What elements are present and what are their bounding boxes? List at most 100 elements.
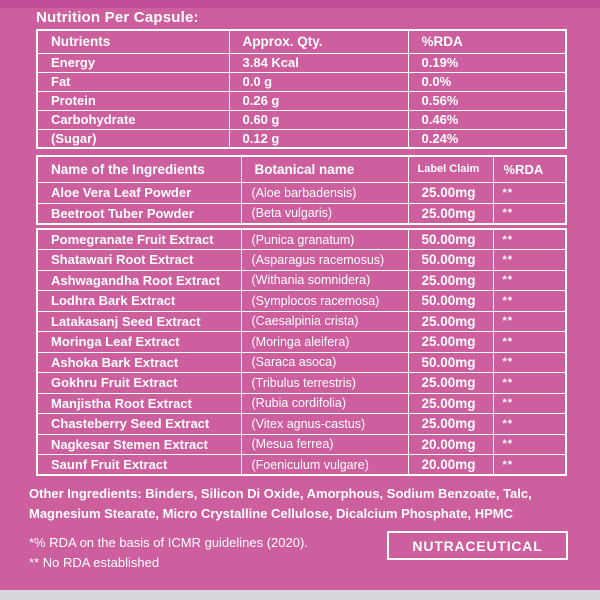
table-row: Protein 0.26 g 0.56% bbox=[36, 90, 567, 111]
table-cell: ** bbox=[492, 392, 567, 414]
section-title: Nutrition Per Capsule: bbox=[36, 9, 199, 26]
column-header: Approx. Qty. bbox=[228, 29, 409, 54]
table-cell: (Aloe barbadensis) bbox=[240, 181, 409, 204]
table-cell: Lodhra Bark Extract bbox=[36, 290, 242, 312]
table-cell: Moringa Leaf Extract bbox=[36, 331, 242, 353]
table-cell: 0.24% bbox=[407, 128, 567, 149]
table-cell: ** bbox=[492, 413, 567, 435]
table-row: Saunf Fruit Extract (Foeniculum vulgare) 2… bbox=[36, 454, 567, 476]
table-cell: Ashwagandha Root Extract bbox=[36, 269, 242, 291]
table-cell: Manjistha Root Extract bbox=[36, 392, 242, 414]
table-cell: Fat bbox=[36, 71, 230, 92]
table-cell: 0.46% bbox=[407, 109, 567, 130]
table-cell: ** bbox=[492, 269, 567, 291]
ingredients-table: Name of the Ingredients Botanical name Lab… bbox=[36, 155, 567, 225]
table-cell: 50.00mg bbox=[407, 290, 494, 312]
table-cell: Nagkesar Stemen Extract bbox=[36, 433, 242, 455]
table-cell: 25.00mg bbox=[407, 310, 494, 332]
top-edge-strip bbox=[0, 0, 600, 8]
nutraceutical-badge: NUTRACEUTICAL bbox=[387, 531, 568, 560]
table-cell: Saunf Fruit Extract bbox=[36, 454, 242, 476]
table-cell: 0.12 g bbox=[228, 128, 409, 149]
table-row: Latakasanj Seed Extract (Caesalpinia cris… bbox=[36, 310, 567, 332]
table-row: Fat 0.0 g 0.0% bbox=[36, 71, 567, 92]
table-cell: 25.00mg bbox=[407, 181, 494, 204]
table-cell: 0.19% bbox=[407, 52, 567, 73]
header-row: Nutrients Approx. Qty. %RDA bbox=[36, 29, 567, 54]
table-cell: (Foeniculum vulgare) bbox=[240, 454, 409, 476]
table-row: Energy 3.84 Kcal 0.19% bbox=[36, 52, 567, 73]
table-cell: ** bbox=[492, 454, 567, 476]
table-cell: Energy bbox=[36, 52, 230, 73]
table-cell: 50.00mg bbox=[407, 351, 494, 373]
table-cell: 20.00mg bbox=[407, 433, 494, 455]
table-cell: 25.00mg bbox=[407, 392, 494, 414]
table-cell: ** bbox=[492, 351, 567, 373]
table-cell: 50.00mg bbox=[407, 249, 494, 271]
table-cell: (Asparagus racemosus) bbox=[240, 249, 409, 271]
table-cell: 0.0 g bbox=[228, 71, 409, 92]
table-cell: ** bbox=[492, 331, 567, 353]
table-cell: 25.00mg bbox=[407, 372, 494, 394]
table-cell: (Saraca asoca) bbox=[240, 351, 409, 373]
extracts-table: Pomegranate Fruit Extract (Punica granatu… bbox=[36, 228, 567, 476]
table-cell: 20.00mg bbox=[407, 454, 494, 476]
column-header: %RDA bbox=[407, 29, 567, 54]
table-cell: 3.84 Kcal bbox=[228, 52, 409, 73]
header-row: Name of the Ingredients Botanical name Lab… bbox=[36, 155, 567, 183]
rda-note: *% RDA on the basis of ICMR guidelines (… bbox=[29, 535, 308, 550]
table-cell: (Sugar) bbox=[36, 128, 230, 149]
table-cell: Beetroot Tuber Powder bbox=[36, 202, 242, 225]
table-row: Aloe Vera Leaf Powder (Aloe barbadensis) 2… bbox=[36, 181, 567, 204]
table-row: Beetroot Tuber Powder (Beta vulgaris) 25.0… bbox=[36, 202, 567, 225]
other-ingredients-text: Other Ingredients: Binders, Silicon Di O… bbox=[29, 486, 532, 522]
table-cell: Shatawari Root Extract bbox=[36, 249, 242, 271]
table-row: Chasteberry Seed Extract (Vitex agnus-cas… bbox=[36, 413, 567, 435]
table-cell: (Vitex agnus-castus) bbox=[240, 413, 409, 435]
bottom-edge-strip bbox=[0, 590, 600, 600]
table-cell: (Rubia cordifolia) bbox=[240, 392, 409, 414]
table-cell: (Punica granatum) bbox=[240, 228, 409, 250]
column-header: Botanical name bbox=[240, 155, 409, 183]
table-cell: ** bbox=[492, 433, 567, 455]
table-row: Lodhra Bark Extract (Symplocos racemosa) 5… bbox=[36, 290, 567, 312]
table-row: Shatawari Root Extract (Asparagus racemos… bbox=[36, 249, 567, 271]
table-cell: Carbohydrate bbox=[36, 109, 230, 130]
table-cell: 50.00mg bbox=[407, 228, 494, 250]
table-cell: (Moringa aleifera) bbox=[240, 331, 409, 353]
table-cell: ** bbox=[492, 181, 567, 204]
table-cell: ** bbox=[492, 310, 567, 332]
table-cell: Aloe Vera Leaf Powder bbox=[36, 181, 242, 204]
table-cell: 0.60 g bbox=[228, 109, 409, 130]
table-cell: 25.00mg bbox=[407, 269, 494, 291]
table-cell: ** bbox=[492, 202, 567, 225]
table-cell: 25.00mg bbox=[407, 413, 494, 435]
table-cell: 0.26 g bbox=[228, 90, 409, 111]
table-cell: Latakasanj Seed Extract bbox=[36, 310, 242, 332]
table-row: Manjistha Root Extract (Rubia cordifolia)… bbox=[36, 392, 567, 414]
table-row: Ashwagandha Root Extract (Withania somnid… bbox=[36, 269, 567, 291]
table-cell: 25.00mg bbox=[407, 202, 494, 225]
nutrition-table: Nutrients Approx. Qty. %RDA Energy 3.84 Kcal… bbox=[36, 29, 567, 149]
column-header: Name of the Ingredients bbox=[36, 155, 242, 183]
table-cell: (Caesalpinia crista) bbox=[240, 310, 409, 332]
column-header: %RDA bbox=[492, 155, 567, 183]
table-cell: Protein bbox=[36, 90, 230, 111]
table-cell: (Tribulus terrestris) bbox=[240, 372, 409, 394]
table-cell: (Mesua ferrea) bbox=[240, 433, 409, 455]
table-cell: Pomegranate Fruit Extract bbox=[36, 228, 242, 250]
table-row: Carbohydrate 0.60 g 0.46% bbox=[36, 109, 567, 130]
table-cell: ** bbox=[492, 249, 567, 271]
table-cell: (Withania somnidera) bbox=[240, 269, 409, 291]
table-row: Pomegranate Fruit Extract (Punica granatu… bbox=[36, 228, 567, 250]
no-rda-note: ** No RDA established bbox=[29, 555, 160, 570]
table-cell: Gokhru Fruit Extract bbox=[36, 372, 242, 394]
table-cell: Ashoka Bark Extract bbox=[36, 351, 242, 373]
table-row: Gokhru Fruit Extract (Tribulus terrestris… bbox=[36, 372, 567, 394]
table-row: (Sugar) 0.12 g 0.24% bbox=[36, 128, 567, 149]
table-cell: ** bbox=[492, 228, 567, 250]
table-row: Moringa Leaf Extract (Moringa aleifera) 25… bbox=[36, 331, 567, 353]
table-row: Nagkesar Stemen Extract (Mesua ferrea) 20.… bbox=[36, 433, 567, 455]
table-cell: ** bbox=[492, 372, 567, 394]
